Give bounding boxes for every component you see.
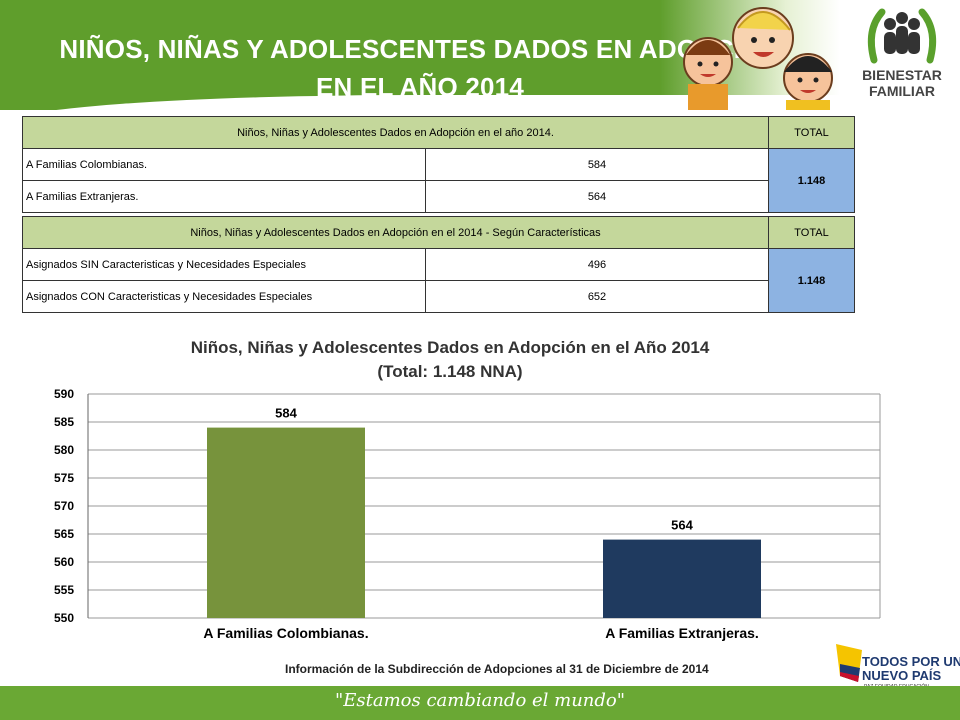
row-value: 584: [425, 148, 769, 181]
y-tick-label: 580: [54, 443, 74, 457]
y-tick-label: 575: [54, 471, 74, 485]
gov-logo: [830, 640, 960, 686]
x-tick-label: A Familias Extranjeras.: [605, 625, 759, 641]
y-tick-label: 570: [54, 499, 74, 513]
table-row: Asignados CON Caracteristicas y Necesida…: [22, 280, 855, 313]
bienestar-familiar-logo: BIENESTAR FAMILIAR: [844, 0, 960, 110]
row-label: A Familias Extranjeras.: [22, 180, 426, 213]
data-label: 564: [671, 518, 693, 533]
adoption-characteristics-table: Niños, Niñas y Adolescentes Dados en Ado…: [22, 216, 855, 313]
chart-title-block: Niños, Niñas y Adolescentes Dados en Ado…: [0, 336, 900, 384]
table-header-row: Niños, Niñas y Adolescentes Dados en Ado…: [22, 116, 855, 149]
total-header: TOTAL: [768, 216, 855, 249]
data-label: 584: [275, 406, 297, 421]
row-value: 564: [425, 180, 769, 213]
slogan: "Estamos cambiando el mundo": [334, 690, 626, 711]
page-title-line2: EN EL AÑO 2014: [316, 72, 524, 102]
logo-text-line2: FAMILIAR: [868, 83, 936, 99]
gov-text-line2: NUEVO PAÍS: [862, 668, 942, 683]
table-header: Niños, Niñas y Adolescentes Dados en Ado…: [22, 216, 769, 249]
chart-title: Niños, Niñas y Adolescentes Dados en Ado…: [190, 338, 710, 357]
table-row: A Familias Colombianas. 584 1.148: [22, 148, 855, 213]
total-value: 1.148: [768, 148, 855, 213]
bar-chart: 550 555 560 565 570 575 580 585 590 584 A Familias…: [54, 387, 881, 641]
y-tick-label: 560: [54, 555, 74, 569]
page-title-line1: NIÑOS, NIÑAS Y ADOLESCENTES DADOS EN ADO…: [59, 34, 781, 64]
row-value: 652: [425, 280, 769, 313]
adoption-table-2014: Niños, Niñas y Adolescentes Dados en Ado…: [22, 116, 855, 213]
gov-text-line1: TODOS POR UN: [862, 654, 960, 669]
row-label: Asignados CON Caracteristicas y Necesida…: [22, 280, 426, 313]
row-value: 496: [425, 248, 769, 281]
total-value: 1.148: [768, 248, 855, 313]
y-tick-label: 590: [54, 387, 74, 401]
x-tick-label: A Familias Colombianas.: [203, 625, 368, 641]
colombia-flag-icon: [836, 644, 862, 682]
table-header: Niños, Niñas y Adolescentes Dados en Ado…: [22, 116, 769, 149]
bar: [603, 539, 761, 618]
y-tick-label: 565: [54, 527, 74, 541]
slogan-band: [0, 686, 960, 720]
total-header: TOTAL: [768, 116, 855, 149]
table-row: A Familias Extranjeras. 564: [22, 180, 855, 213]
page-title: NIÑOS, NIÑAS Y ADOLESCENTES DADOS EN ADO…: [0, 30, 840, 106]
logo-text-line1: BIENESTAR: [862, 67, 942, 83]
table-header-row: Niños, Niñas y Adolescentes Dados en Ado…: [22, 216, 855, 249]
row-label: Asignados SIN Caracteristicas y Necesida…: [22, 248, 426, 281]
y-tick-label: 550: [54, 611, 74, 625]
chart-subtitle: (Total: 1.148 NNA): [377, 362, 523, 381]
y-tick-label: 555: [54, 583, 74, 597]
children-illustration: [683, 7, 833, 110]
row-label: A Familias Colombianas.: [22, 148, 426, 181]
banner-curve: [0, 95, 840, 110]
bar: [207, 427, 365, 618]
y-tick-label: 585: [54, 415, 74, 429]
source-note: Información de la Subdirección de Adopci…: [285, 662, 709, 676]
family-icon: [867, 8, 937, 64]
table-row: Asignados SIN Caracteristicas y Necesida…: [22, 248, 855, 313]
